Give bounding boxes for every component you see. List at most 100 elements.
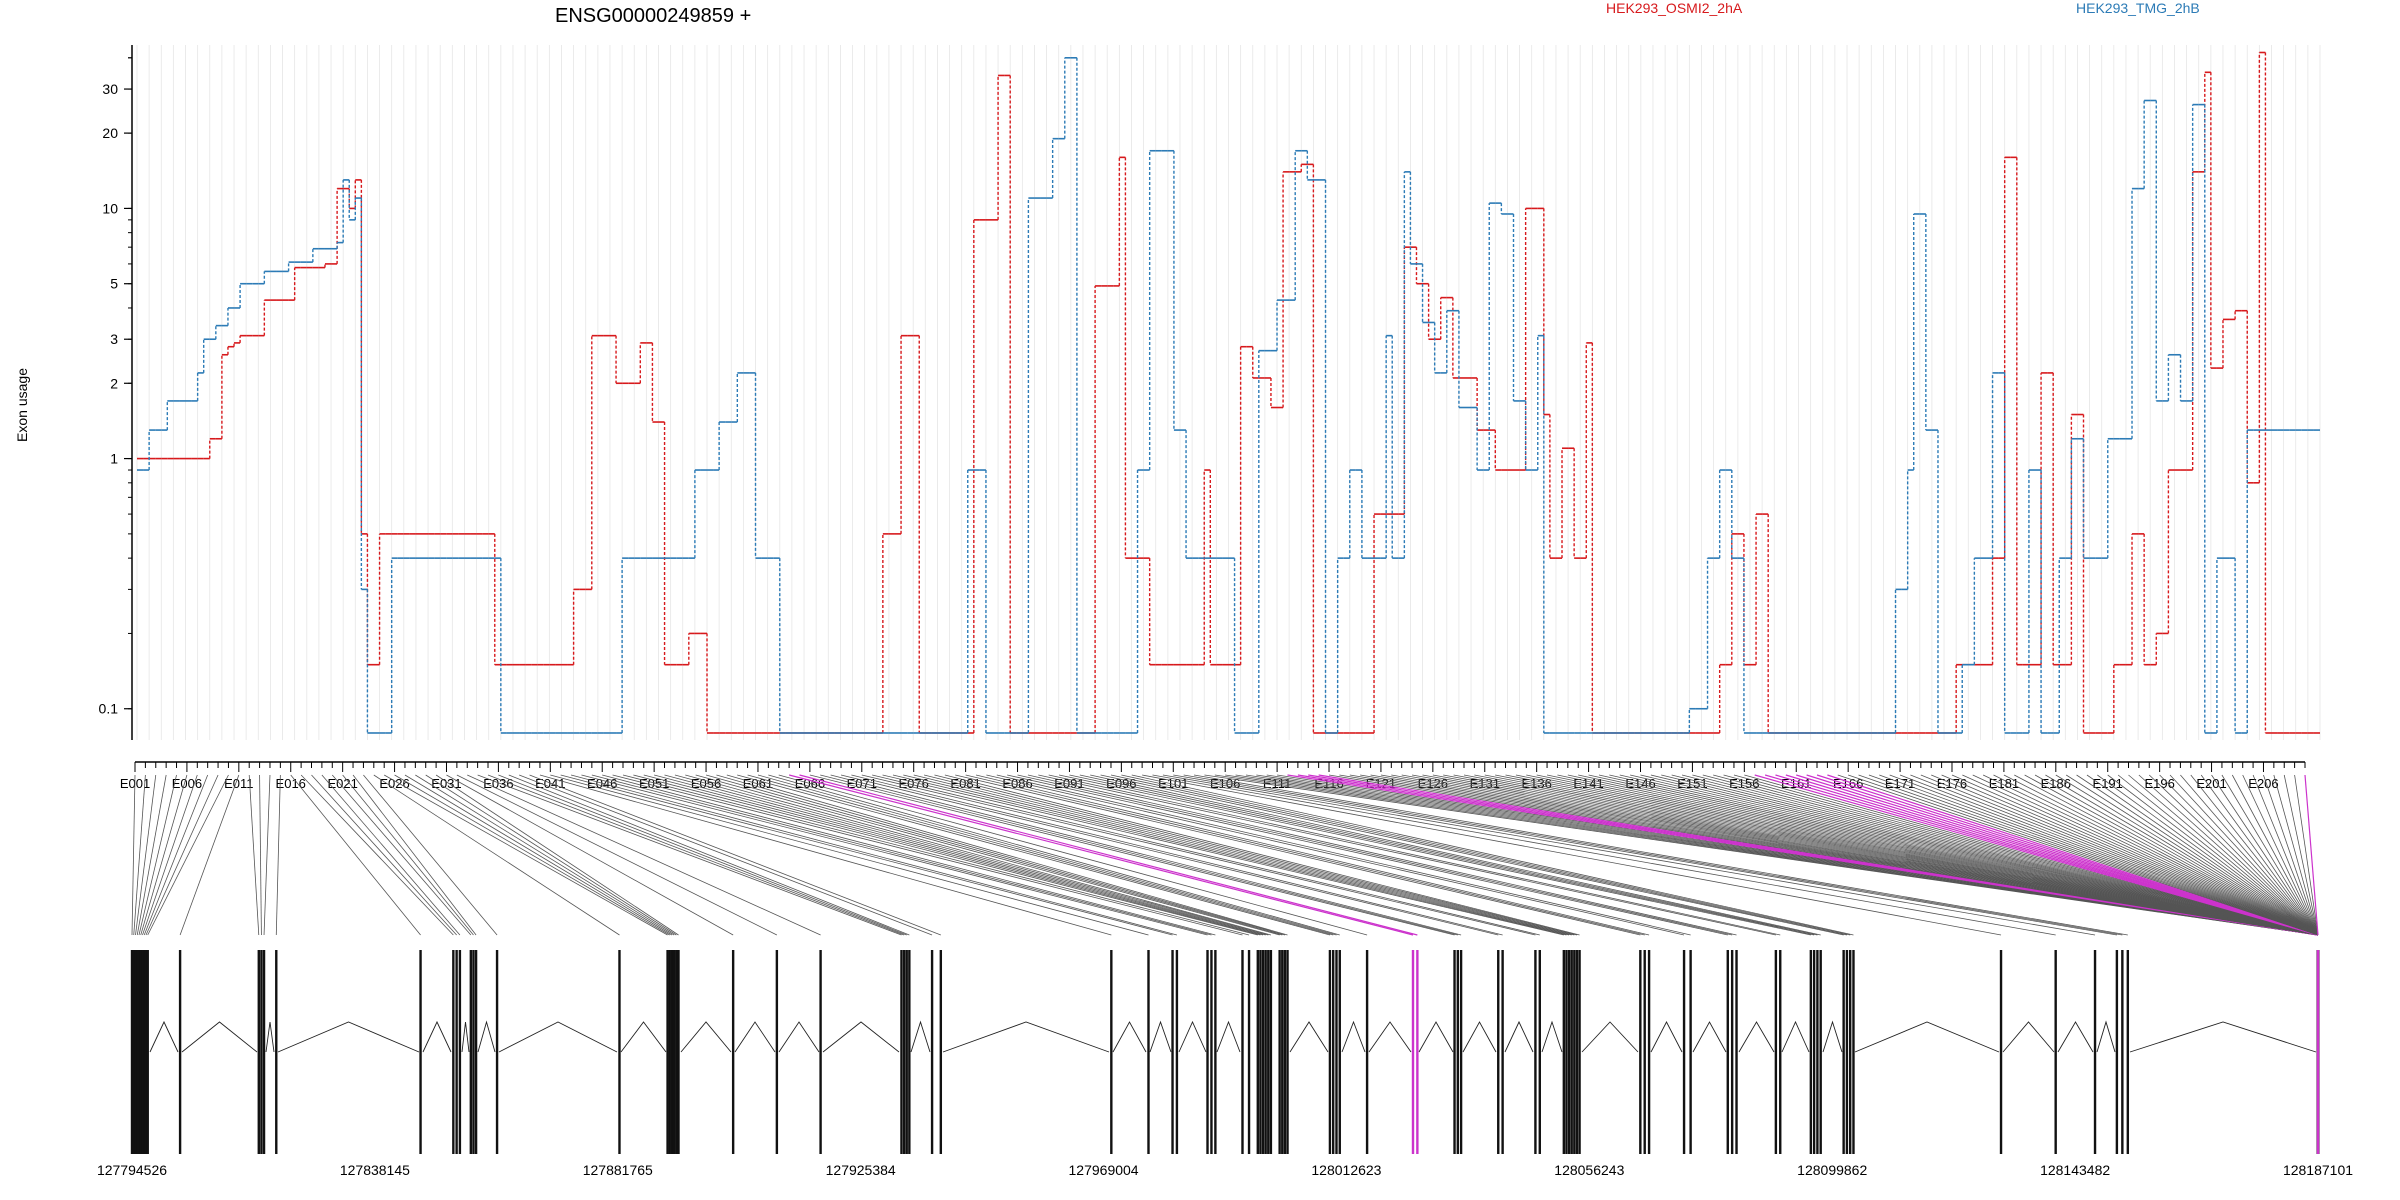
- genomic-coordinate-axis: 127794526 127838145 127881765 127925384 1279…: [97, 1162, 2353, 1178]
- exon-connector: [383, 774, 668, 936]
- exon-bar: [1171, 950, 1174, 1154]
- exon-connector: [1931, 774, 2319, 936]
- exon-connector: [2221, 774, 2319, 936]
- exon-bar: [1647, 950, 1651, 1154]
- intron-line: [2096, 1020, 2116, 1053]
- exon-tick-label: E076: [899, 776, 929, 791]
- exon-connector: [882, 774, 1564, 936]
- exon-connector: [263, 774, 271, 936]
- intron-line: [1178, 1020, 1207, 1053]
- exon-connector: [425, 774, 677, 936]
- y-axis: 0.1 1 2 3 5 10 20 30: [99, 45, 133, 740]
- exon-connector: [1962, 774, 2319, 936]
- exon-connector: [487, 774, 905, 936]
- y-tick-label: 5: [110, 276, 118, 292]
- exon-bar: [419, 950, 422, 1154]
- exon-bar: [1206, 950, 1209, 1154]
- gene-model-track: [130, 950, 2320, 1154]
- exon-connector: [1058, 774, 1811, 936]
- exon-connector: [2273, 774, 2319, 936]
- exon-connector: [2148, 774, 2319, 936]
- exon-connector: [923, 774, 1575, 936]
- exon-connector: [145, 774, 219, 936]
- exon-connector: [1100, 774, 1844, 936]
- exon-connector: [2024, 774, 2319, 936]
- exon-bar: [1247, 950, 1251, 1154]
- intron-line: [1504, 1020, 1534, 1053]
- intron-line: [620, 1021, 667, 1053]
- exon-connector: [1173, 774, 2117, 936]
- exon-bar: [455, 950, 458, 1154]
- exon-bar: [144, 950, 148, 1154]
- exon-connector: [2190, 774, 2319, 936]
- intron-line: [680, 1021, 732, 1053]
- exon-bar: [262, 950, 266, 1154]
- exon-connector: [747, 774, 1334, 936]
- exon-connector: [2076, 774, 2319, 936]
- exon-bar: [1453, 950, 1456, 1154]
- exon-connector: [1899, 774, 2319, 936]
- exon-bar: [900, 950, 903, 1154]
- intron-line: [1216, 1020, 1241, 1053]
- exon-bar: [458, 950, 462, 1154]
- exon-bar: [1779, 950, 1782, 1154]
- y-tick-label: 30: [102, 81, 118, 97]
- exon-connector: [2242, 774, 2319, 936]
- intron-line: [1289, 1021, 1329, 1053]
- exon-connector: [1848, 774, 2319, 936]
- exon-bar: [670, 950, 674, 1154]
- exon-bar: [1845, 950, 1849, 1154]
- intron-line: [477, 1020, 496, 1053]
- exon-connector: [1017, 774, 1733, 936]
- exon-connector: [1142, 774, 2002, 936]
- exon-bar: [1264, 950, 1267, 1154]
- exon-bar: [731, 950, 735, 1154]
- exon-connector: [2138, 774, 2319, 936]
- exon-bar: [1497, 950, 1500, 1154]
- intron-line: [1368, 1021, 1412, 1053]
- exon-connector: [934, 774, 1578, 936]
- exon-bar: [1639, 950, 1642, 1154]
- exon-bar: [469, 950, 473, 1154]
- exon-bar: [1842, 950, 1845, 1154]
- exon-tick-label: E201: [2196, 776, 2226, 791]
- exon-connector: [519, 774, 933, 936]
- intron-line: [942, 1021, 1110, 1053]
- exon-bar: [1267, 950, 1270, 1154]
- exon-bar: [1578, 950, 1581, 1154]
- exon-tick-label: E191: [2093, 776, 2123, 791]
- exon-connector: [778, 774, 1368, 936]
- exon-connector: [2014, 774, 2319, 936]
- exon-tick-label: E131: [1470, 776, 1500, 791]
- exon-bar: [1241, 950, 1244, 1154]
- exon-connector: [1713, 774, 2319, 936]
- exon-connector: [560, 774, 1173, 936]
- exon-bar: [1570, 950, 1573, 1154]
- exon-connector: [726, 774, 1288, 936]
- genomic-coordinate-label: 127881765: [583, 1162, 653, 1178]
- exon-connector: [1993, 774, 2319, 936]
- exon-connector: [331, 774, 472, 936]
- exon-connector: [757, 774, 1337, 936]
- exon-connector: [1941, 774, 2319, 936]
- exon-bar: [677, 950, 680, 1154]
- exon-connector: [1110, 774, 1848, 936]
- chart-title: ENSG00000249859 +: [555, 5, 751, 27]
- exon-connector: [373, 774, 620, 936]
- exon-connector: [147, 774, 229, 936]
- exon-connector: [1650, 774, 2319, 936]
- exon-connector: [1702, 774, 2319, 936]
- exon-connector: [321, 774, 461, 936]
- exon-connector: [1027, 774, 1737, 936]
- exon-connector: [1837, 774, 2319, 936]
- exon-bar: [1175, 950, 1179, 1154]
- exon-connector: [612, 774, 1243, 936]
- exon-connector: [136, 774, 167, 936]
- exon-connector: [143, 774, 209, 936]
- exon-connector: [830, 774, 1462, 936]
- exon-bar: [672, 950, 676, 1154]
- exon-bar: [275, 950, 278, 1154]
- exon-bar: [2121, 950, 2124, 1154]
- y-tick-label: 0.1: [99, 701, 119, 717]
- exon-connector: [643, 774, 1261, 936]
